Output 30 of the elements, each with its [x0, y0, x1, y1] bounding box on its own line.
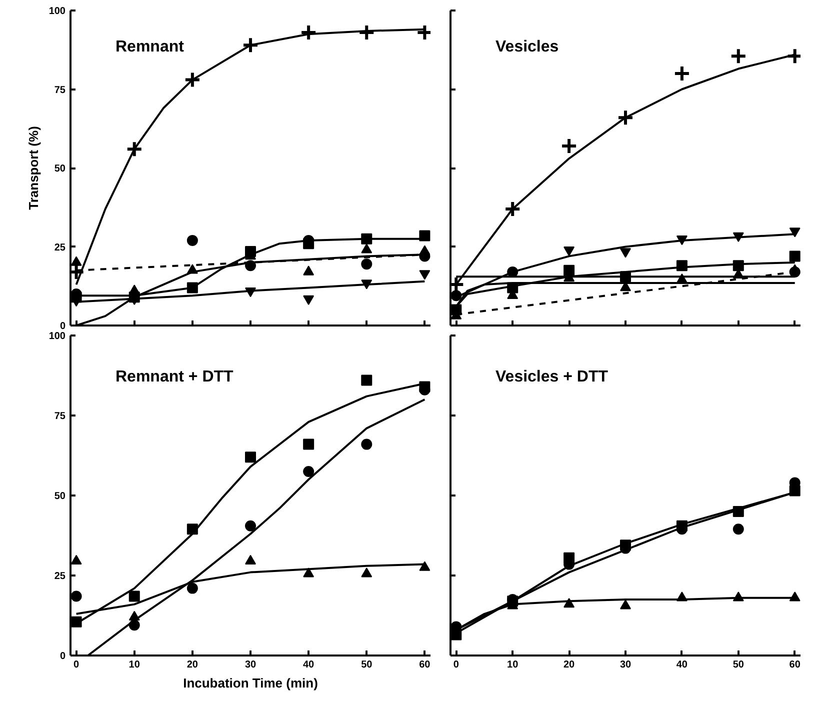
- x-tick-label: 60: [419, 660, 431, 670]
- x-tick-label: 20: [186, 660, 198, 670]
- text: Vesicles + DTT: [496, 368, 608, 386]
- x-tick-label: 10: [128, 660, 140, 670]
- y-tick-label: 0: [60, 651, 66, 662]
- x-tick-label: 50: [732, 660, 744, 670]
- x-tick-label: 20: [563, 660, 576, 670]
- x-tick-label: 30: [244, 660, 256, 670]
- y-tick-label: 50: [54, 491, 66, 502]
- x-tick-label: 50: [361, 660, 373, 670]
- x-tick-label: 10: [507, 660, 519, 670]
- x-tick-label: 0: [453, 660, 460, 670]
- y-tick-label: 100: [48, 6, 66, 17]
- text: Remnant + DTT: [116, 368, 234, 386]
- y-tick-label: 50: [54, 164, 66, 174]
- x-tick-label: 30: [620, 660, 632, 670]
- x-tick-label: 0: [74, 660, 80, 670]
- text: Remnant: [116, 38, 185, 56]
- y-tick-label: 0: [60, 321, 66, 332]
- y-tick-label: 75: [54, 84, 66, 96]
- y-tick-label: 25: [54, 242, 66, 254]
- x-axis-title: Incubation Time (min): [183, 676, 318, 690]
- x-tick-label: 60: [789, 660, 801, 670]
- text: Vesicles: [496, 38, 559, 56]
- y-tick-label: 75: [54, 411, 66, 422]
- y-tick-label: 25: [54, 571, 66, 582]
- x-tick-label: 40: [303, 660, 315, 670]
- x-tick-label: 40: [676, 660, 688, 670]
- y-tick-label: 100: [48, 331, 66, 342]
- y-axis-title: Transport (%): [26, 126, 41, 210]
